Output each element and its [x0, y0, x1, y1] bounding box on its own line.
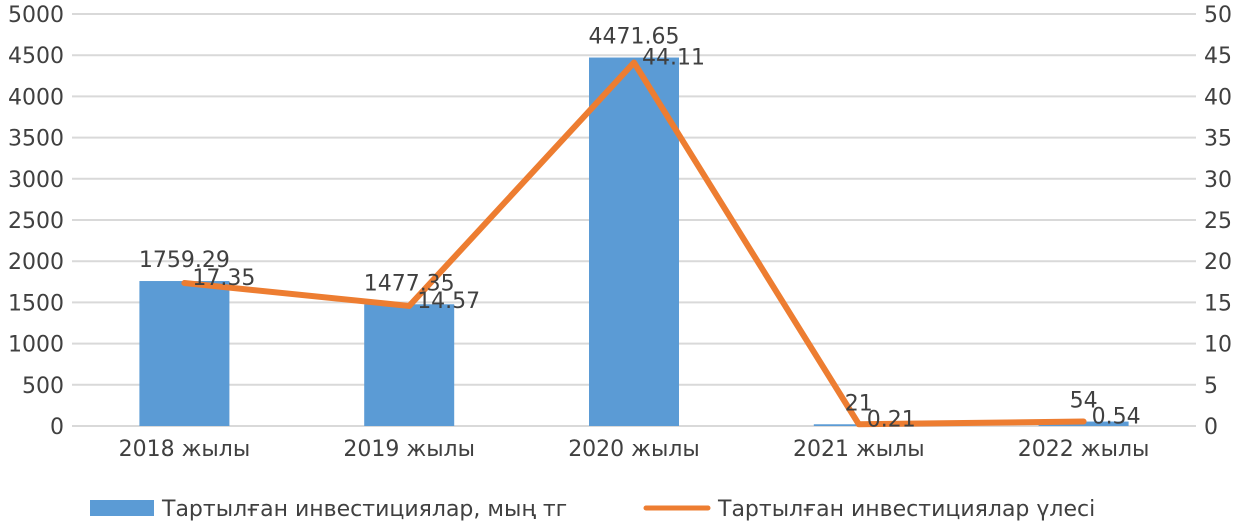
- legend: Тартылған инвестициялар, мың тг Тартылға…: [90, 497, 1095, 522]
- y-left-tick-label: 4000: [8, 85, 64, 110]
- bar-data-label: 1759.29: [139, 248, 230, 273]
- x-tick-label: 2022 жылы: [1018, 437, 1150, 462]
- x-tick-label: 2021 жылы: [793, 437, 925, 462]
- x-tick-label: 2018 жылы: [119, 437, 251, 462]
- line-data-label: 0.21: [867, 407, 916, 432]
- y-left-tick-label: 2500: [8, 209, 64, 234]
- y-right-tick-label: 30: [1204, 168, 1232, 193]
- line-data-label: 14.57: [417, 289, 480, 314]
- line-data-label: 44.11: [642, 46, 705, 71]
- x-tick-label: 2020 жылы: [568, 437, 700, 462]
- bar: [139, 281, 230, 426]
- y-left-tick-label: 4500: [8, 44, 64, 69]
- legend-swatch-bar: [90, 500, 154, 516]
- y-right-tick-label: 10: [1204, 333, 1232, 358]
- y-left-tick-label: 3000: [8, 168, 64, 193]
- legend-label-bar: Тартылған инвестициялар, мың тг: [161, 497, 567, 522]
- axis-tick-labels: 0500100015002000250030003500400045005000…: [8, 3, 1232, 462]
- bar-data-label: 21: [845, 391, 873, 416]
- bar: [589, 57, 679, 426]
- y-right-tick-label: 15: [1204, 291, 1232, 316]
- bar-data-label: 54: [1070, 389, 1098, 414]
- y-right-tick-label: 35: [1204, 127, 1232, 152]
- x-tick-label: 2019 жылы: [343, 437, 475, 462]
- y-left-tick-label: 1000: [8, 333, 64, 358]
- y-left-tick-label: 3500: [8, 127, 64, 152]
- line-series-path: [181, 59, 1087, 428]
- bar-data-label: 4471.65: [589, 25, 680, 50]
- y-right-tick-label: 45: [1204, 44, 1232, 69]
- bar-data-label: 1477.35: [364, 271, 455, 296]
- y-right-tick-label: 50: [1204, 3, 1232, 28]
- line-series: [181, 59, 1087, 428]
- line-data-label: 0.54: [1092, 405, 1141, 430]
- y-right-tick-label: 0: [1204, 415, 1218, 440]
- y-right-tick-label: 25: [1204, 209, 1232, 234]
- bar: [364, 304, 455, 426]
- y-right-tick-label: 20: [1204, 250, 1232, 275]
- y-left-tick-label: 5000: [8, 3, 64, 28]
- y-left-tick-label: 500: [22, 374, 64, 399]
- y-left-tick-label: 2000: [8, 250, 64, 275]
- line-data-label: 17.35: [192, 266, 255, 291]
- y-right-tick-label: 40: [1204, 85, 1232, 110]
- y-left-tick-label: 0: [50, 415, 64, 440]
- legend-label-line: Тартылған инвестициялар үлесі: [717, 497, 1095, 522]
- y-left-tick-label: 1500: [8, 291, 64, 316]
- bar-series: [139, 57, 1129, 426]
- y-right-tick-label: 5: [1204, 374, 1218, 399]
